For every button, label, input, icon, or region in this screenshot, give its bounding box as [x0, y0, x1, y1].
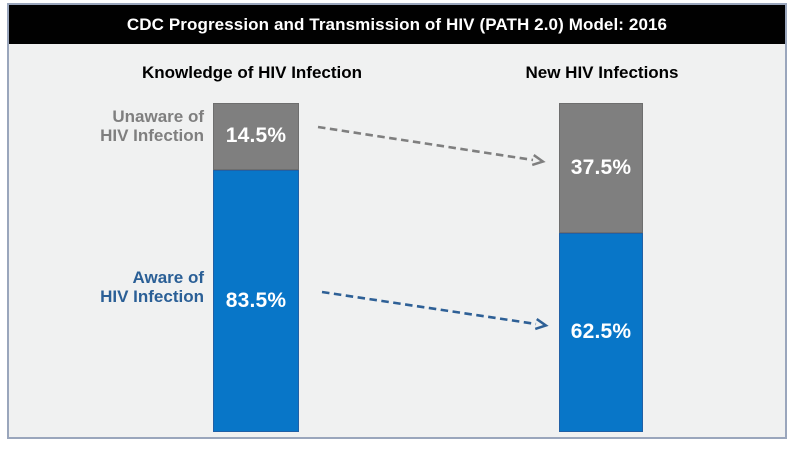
segment-unaware-new-infections: 37.5% [559, 103, 643, 233]
label-aware-line1: Aware of [132, 268, 205, 287]
segment-value-label: 62.5% [570, 320, 632, 344]
segment-aware-new-infections: 62.5% [559, 232, 643, 432]
column-header-knowledge: Knowledge of HIV Infection [141, 63, 363, 82]
segment-value-label: 14.5% [225, 124, 287, 148]
label-unaware-line2: HIV Infection [100, 126, 204, 145]
segment-unaware-knowledge: 14.5% [213, 103, 299, 170]
label-aware-line2: HIV Infection [100, 287, 204, 306]
segment-value-label: 37.5% [570, 155, 632, 179]
bar-knowledge-of-hiv-infection: 14.5% 83.5% [213, 103, 299, 432]
chart-panel: CDC Progression and Transmission of HIV … [7, 3, 787, 439]
bar-new-hiv-infections: 37.5% 62.5% [559, 103, 643, 432]
chart-title: CDC Progression and Transmission of HIV … [9, 5, 785, 44]
label-unaware-of-hiv-infection: Unaware of HIV Infection [0, 107, 204, 145]
label-aware-of-hiv-infection: Aware of HIV Infection [0, 268, 204, 306]
column-header-new-infections: New HIV Infections [525, 63, 679, 82]
segment-value-label: 83.5% [225, 288, 287, 312]
segment-aware-knowledge: 83.5% [213, 169, 299, 432]
label-unaware-line1: Unaware of [112, 107, 204, 126]
